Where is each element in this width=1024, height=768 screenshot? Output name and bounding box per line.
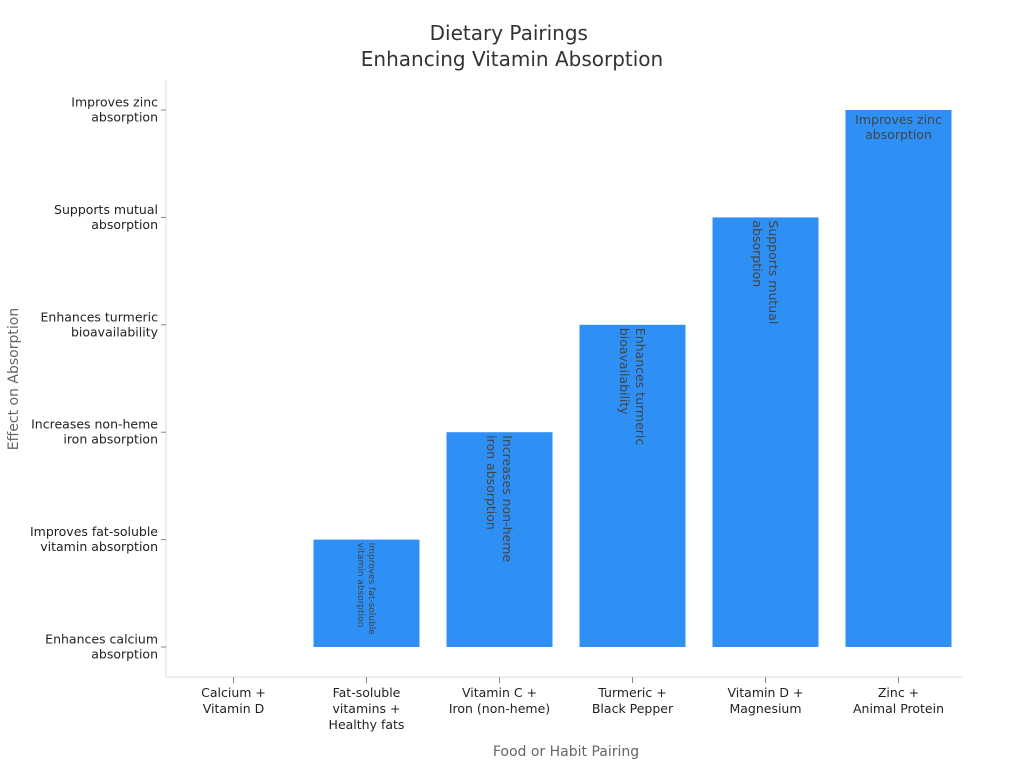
y-tick-label-line: absorption xyxy=(91,647,158,662)
x-tick-label-line: Calcium + xyxy=(201,685,266,700)
bar-label-line: Increases non-heme xyxy=(500,435,515,562)
bar-label-line: absorption xyxy=(750,220,765,287)
x-tick-label-line: Fat-soluble xyxy=(333,685,401,700)
bar-vitamin-c-iron-non-heme xyxy=(446,432,553,647)
x-axis-title: Food or Habit Pairing xyxy=(493,744,639,760)
bar-label-line: bioavailability xyxy=(617,328,632,416)
y-tick-label-improves-fat-soluble-vitamin-absorption: Improves fat-soluble vitamin absorption xyxy=(30,524,158,554)
x-tick-label-line: Zinc + xyxy=(878,685,919,700)
y-tick-label-line: absorption xyxy=(91,110,158,125)
y-tick-label-enhances-turmeric-bioavailability: Enhances turmeric bioavailability xyxy=(41,309,159,339)
plot-area: Improves fat-solublevitamin absorptionIn… xyxy=(30,80,963,732)
bar-label: Enhances turmericbioavailability xyxy=(617,328,648,446)
bar-label-line: Enhances turmeric xyxy=(633,328,648,446)
x-tick-label-fat-soluble-vitamins-healthy-fats: Fat-soluble vitamins + Healthy fats xyxy=(329,685,405,732)
y-tick-label-enhances-calcium-absorption: Enhances calcium absorption xyxy=(45,632,158,662)
bar-label-line: Improves zinc xyxy=(855,112,942,127)
bar-label-line: vitamin absorption xyxy=(355,543,365,628)
y-tick-label-line: bioavailability xyxy=(71,324,159,339)
y-tick-label-line: Improves zinc xyxy=(71,95,158,110)
x-tick-label-line: Animal Protein xyxy=(853,701,944,716)
chart-title-line-2: Enhancing Vitamin Absorption xyxy=(361,47,663,71)
y-tick-label-improves-zinc-absorption: Improves zinc absorption xyxy=(71,95,158,125)
bar-fat-soluble-vitamins-healthy-fats xyxy=(313,539,420,647)
x-tick-label-line: Healthy fats xyxy=(329,717,405,732)
x-tick-label-line: Vitamin D xyxy=(203,701,264,716)
chart-title: Dietary Pairings Enhancing Vitamin Absor… xyxy=(361,21,663,71)
x-tick-label-line: vitamins + xyxy=(333,701,401,716)
y-tick-label-line: vitamin absorption xyxy=(40,539,158,554)
bar-label-line: absorption xyxy=(865,127,932,142)
y-tick-label-supports-mutual-absorption: Supports mutual absorption xyxy=(54,202,158,232)
bar-label: Improves fat-solublevitamin absorption xyxy=(355,543,376,636)
x-tick-label-line: Turmeric + xyxy=(597,685,666,700)
y-tick-label-line: Supports mutual xyxy=(54,202,158,217)
x-tick-label-vitamin-d-magnesium: Vitamin D + Magnesium xyxy=(728,685,804,716)
bar-label-line: Supports mutual xyxy=(766,220,781,324)
y-tick-label-line: Increases non-heme xyxy=(31,417,158,432)
x-tick-label-zinc-animal-protein: Zinc + Animal Protein xyxy=(853,685,944,716)
x-tick-label-line: Vitamin D + xyxy=(728,685,804,700)
x-tick-label-line: Magnesium xyxy=(729,701,801,716)
x-tick-label-line: Iron (non-heme) xyxy=(449,701,550,716)
bar-label: Supports mutualabsorption xyxy=(750,220,781,324)
y-tick-label-line: absorption xyxy=(91,217,158,232)
x-tick-label-line: Black Pepper xyxy=(592,701,674,716)
y-tick-label-line: iron absorption xyxy=(63,432,158,447)
x-tick-label-calcium-vitamin-d: Calcium + Vitamin D xyxy=(201,685,266,716)
bar-label: Improves zinc absorption xyxy=(855,112,942,142)
bar-label-line: iron absorption xyxy=(484,435,499,530)
bar-turmeric-black-pepper xyxy=(579,324,686,647)
y-tick-label-line: Improves fat-soluble xyxy=(30,524,158,539)
x-axis-ticks: Calcium + Vitamin D Fat-soluble vitamins + H… xyxy=(201,677,944,732)
x-tick-label-line: Vitamin C + xyxy=(462,685,537,700)
bars-group: Improves fat-solublevitamin absorption In… xyxy=(313,110,952,647)
bar-zinc-animal-protein xyxy=(845,110,952,647)
x-tick-label-vitamin-c-iron-non-heme: Vitamin C + Iron (non-heme) xyxy=(449,685,550,716)
chart-title-line-1: Dietary Pairings xyxy=(430,21,588,45)
bar-vitamin-d-magnesium xyxy=(712,217,819,647)
bar-label: Increases non-hemeiron absorption xyxy=(484,435,515,562)
bar-label-line: Improves fat-soluble xyxy=(366,543,376,636)
x-tick-label-turmeric-black-pepper: Turmeric + Black Pepper xyxy=(592,685,674,716)
y-tick-label-line: Enhances calcium xyxy=(45,632,158,647)
y-tick-label-increases-non-heme-iron-absorption: Increases non-heme iron absorption xyxy=(31,417,158,447)
y-tick-label-line: Enhances turmeric xyxy=(41,309,159,324)
y-axis-title: Effect on Absorption xyxy=(6,308,22,450)
